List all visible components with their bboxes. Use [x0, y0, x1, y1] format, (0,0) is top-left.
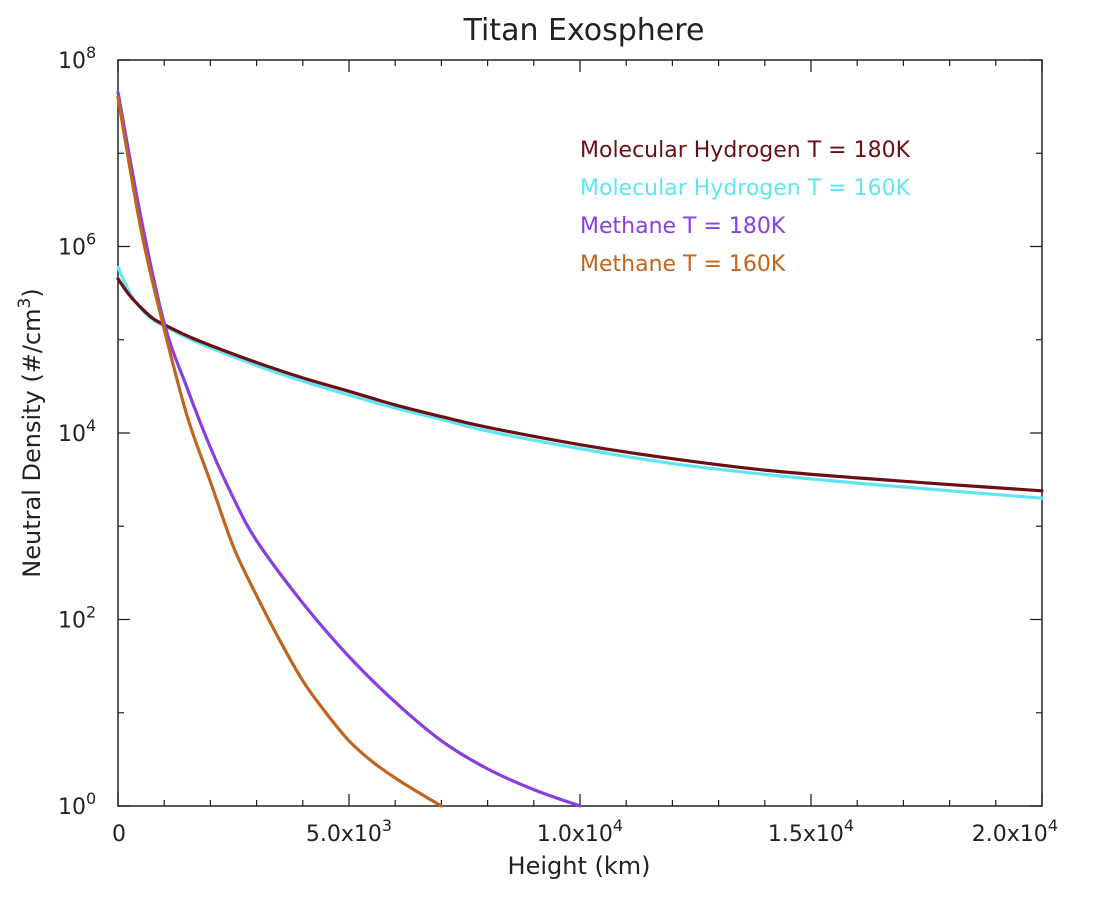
- legend: Molecular Hydrogen T = 180K Molecular Hyd…: [580, 138, 911, 277]
- x-tick-label: 1.0x104: [537, 816, 623, 847]
- y-tick-label: 106: [58, 230, 96, 261]
- x-tick-label: 0: [112, 822, 126, 847]
- series-lines: [116, 90, 1044, 808]
- legend-entry-methane-t-180k: Methane T = 180K: [580, 214, 786, 239]
- x-tick-label: 5.0x103: [306, 816, 392, 847]
- x-tick-label: 2.0x104: [972, 816, 1058, 847]
- legend-entry-molecular-hydrogen-t-160k: Molecular Hydrogen T = 160K: [580, 176, 911, 201]
- y-axis-label-text: Neutral Density (#/cm3): [15, 288, 46, 577]
- legend-entry-methane-t-160k: Methane T = 160K: [580, 252, 786, 277]
- series-line-methane-t-180k: [116, 90, 582, 808]
- plot-frame: [117, 59, 1043, 807]
- y-tick-label: 102: [58, 603, 96, 634]
- series-line-molecular-hydrogen-t-180k: [116, 277, 1044, 493]
- chart-title: Titan Exosphere: [463, 13, 705, 48]
- y-axis-label: Neutral Density (#/cm3): [15, 288, 46, 577]
- series-line-molecular-hydrogen-t-160k: [116, 265, 1044, 500]
- legend-entry-molecular-hydrogen-t-180k: Molecular Hydrogen T = 180K: [580, 138, 911, 163]
- x-tick-label: 1.5x104: [768, 816, 854, 847]
- y-tick-label: 100: [58, 789, 96, 820]
- series-line-methane-t-160k: [116, 95, 443, 808]
- y-tick-label: 108: [58, 43, 96, 74]
- y-tick-label: 104: [58, 416, 96, 447]
- x-axis-label: Height (km): [508, 852, 651, 880]
